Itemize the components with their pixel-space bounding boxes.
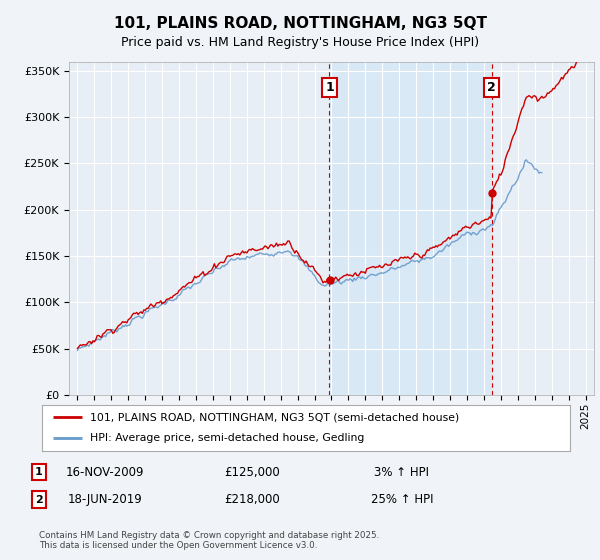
Text: 1: 1 bbox=[325, 81, 334, 94]
Text: Contains HM Land Registry data © Crown copyright and database right 2025.
This d: Contains HM Land Registry data © Crown c… bbox=[39, 531, 379, 550]
Text: 2: 2 bbox=[487, 81, 496, 94]
Text: 16-NOV-2009: 16-NOV-2009 bbox=[66, 465, 144, 479]
Text: 101, PLAINS ROAD, NOTTINGHAM, NG3 5QT: 101, PLAINS ROAD, NOTTINGHAM, NG3 5QT bbox=[113, 16, 487, 31]
Text: HPI: Average price, semi-detached house, Gedling: HPI: Average price, semi-detached house,… bbox=[89, 433, 364, 444]
Text: 25% ↑ HPI: 25% ↑ HPI bbox=[371, 493, 433, 506]
Text: £218,000: £218,000 bbox=[224, 493, 280, 506]
Text: 18-JUN-2019: 18-JUN-2019 bbox=[68, 493, 142, 506]
Text: 2: 2 bbox=[35, 494, 43, 505]
Text: 1: 1 bbox=[35, 467, 43, 477]
Text: £125,000: £125,000 bbox=[224, 465, 280, 479]
Text: 101, PLAINS ROAD, NOTTINGHAM, NG3 5QT (semi-detached house): 101, PLAINS ROAD, NOTTINGHAM, NG3 5QT (s… bbox=[89, 412, 459, 422]
Text: Price paid vs. HM Land Registry's House Price Index (HPI): Price paid vs. HM Land Registry's House … bbox=[121, 36, 479, 49]
Text: 3% ↑ HPI: 3% ↑ HPI bbox=[374, 465, 430, 479]
